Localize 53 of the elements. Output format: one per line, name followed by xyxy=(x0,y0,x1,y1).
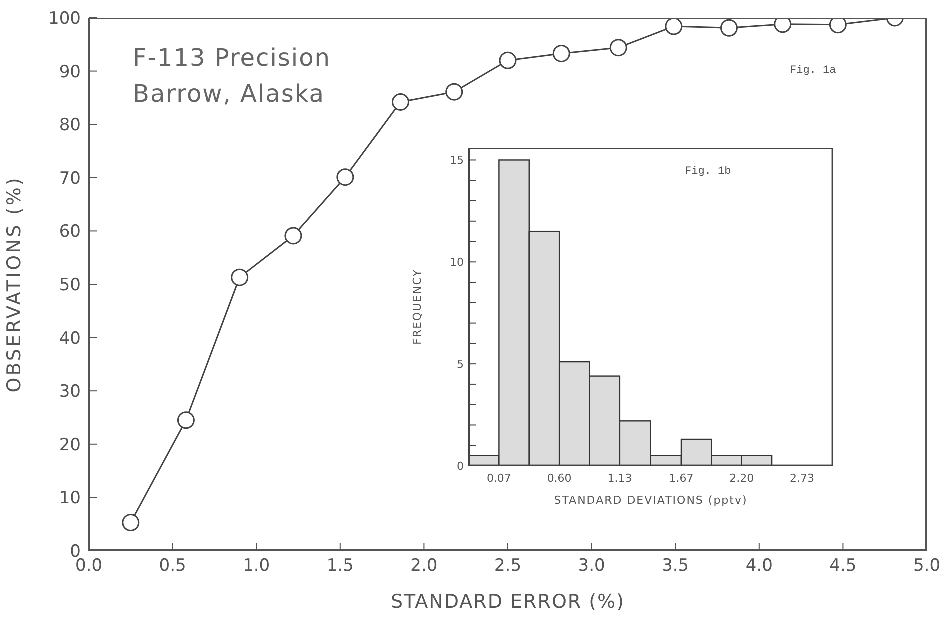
x-tick-label: 2.20 xyxy=(730,472,754,485)
point xyxy=(446,83,464,101)
x-tick-label: 4.5 xyxy=(830,556,857,576)
point xyxy=(829,18,847,34)
y-axis-title: OBSERVATIONS (%) xyxy=(4,176,26,393)
y-tick-label: 40 xyxy=(59,328,81,349)
y-tick-label: 90 xyxy=(59,62,81,82)
point xyxy=(284,227,302,245)
x-tick-label: 5.0 xyxy=(913,556,941,576)
x-tick-label: 1.13 xyxy=(608,472,632,485)
point xyxy=(552,44,570,62)
point xyxy=(336,168,354,186)
point xyxy=(610,39,628,57)
annotation: Fig. 1b xyxy=(685,166,732,178)
point xyxy=(499,52,517,70)
y-tick-label: 70 xyxy=(59,168,81,189)
y-tick-label: 20 xyxy=(59,435,81,456)
x-tick-label: 2.0 xyxy=(410,556,438,576)
x-tick-label: 3.0 xyxy=(578,556,606,576)
x-axis-title: STANDARD DEVIATIONS (pptv) xyxy=(554,494,748,507)
x-tick-label: 1.5 xyxy=(326,556,354,576)
x-tick-label: 4.0 xyxy=(746,556,773,576)
y-tick-label: 10 xyxy=(59,488,81,509)
x-tick-label: 3.5 xyxy=(662,556,690,576)
x-tick-label: 1.67 xyxy=(669,472,694,485)
x-tick-label: 0.07 xyxy=(486,472,512,485)
y-tick-label: 30 xyxy=(59,382,81,402)
x-tick-label: 1.0 xyxy=(243,556,270,576)
y-tick-label: 60 xyxy=(59,222,81,242)
x-axis-title: STANDARD ERROR (%) xyxy=(390,591,626,613)
point xyxy=(665,18,683,36)
y-tick-label: 50 xyxy=(59,276,81,296)
annotation: F-113 Precision xyxy=(133,44,331,72)
y-tick-label: 80 xyxy=(59,116,81,136)
annotation: Barrow, Alaska xyxy=(133,80,326,108)
point xyxy=(231,268,249,286)
point xyxy=(720,19,738,37)
x-tick-label: 0.60 xyxy=(547,472,572,485)
x-tick-label: 0.5 xyxy=(159,556,186,576)
y-tick-label: 10 xyxy=(450,256,464,270)
x-tick-label: 2.5 xyxy=(494,556,522,576)
y-tick-label: 5 xyxy=(457,358,464,371)
point xyxy=(392,93,410,111)
annotation: Fig. 1a xyxy=(790,65,836,77)
point xyxy=(122,514,140,532)
x-tick-label: 2.73 xyxy=(790,472,814,485)
x-tick-label: 0.0 xyxy=(75,556,103,576)
y-tick-label: 0 xyxy=(457,460,464,473)
y-tick-label: 15 xyxy=(450,154,464,168)
y-axis-title: FREQUENCY xyxy=(410,268,424,346)
point xyxy=(177,412,195,430)
y-tick-label: 100 xyxy=(48,9,81,30)
point xyxy=(774,18,792,34)
